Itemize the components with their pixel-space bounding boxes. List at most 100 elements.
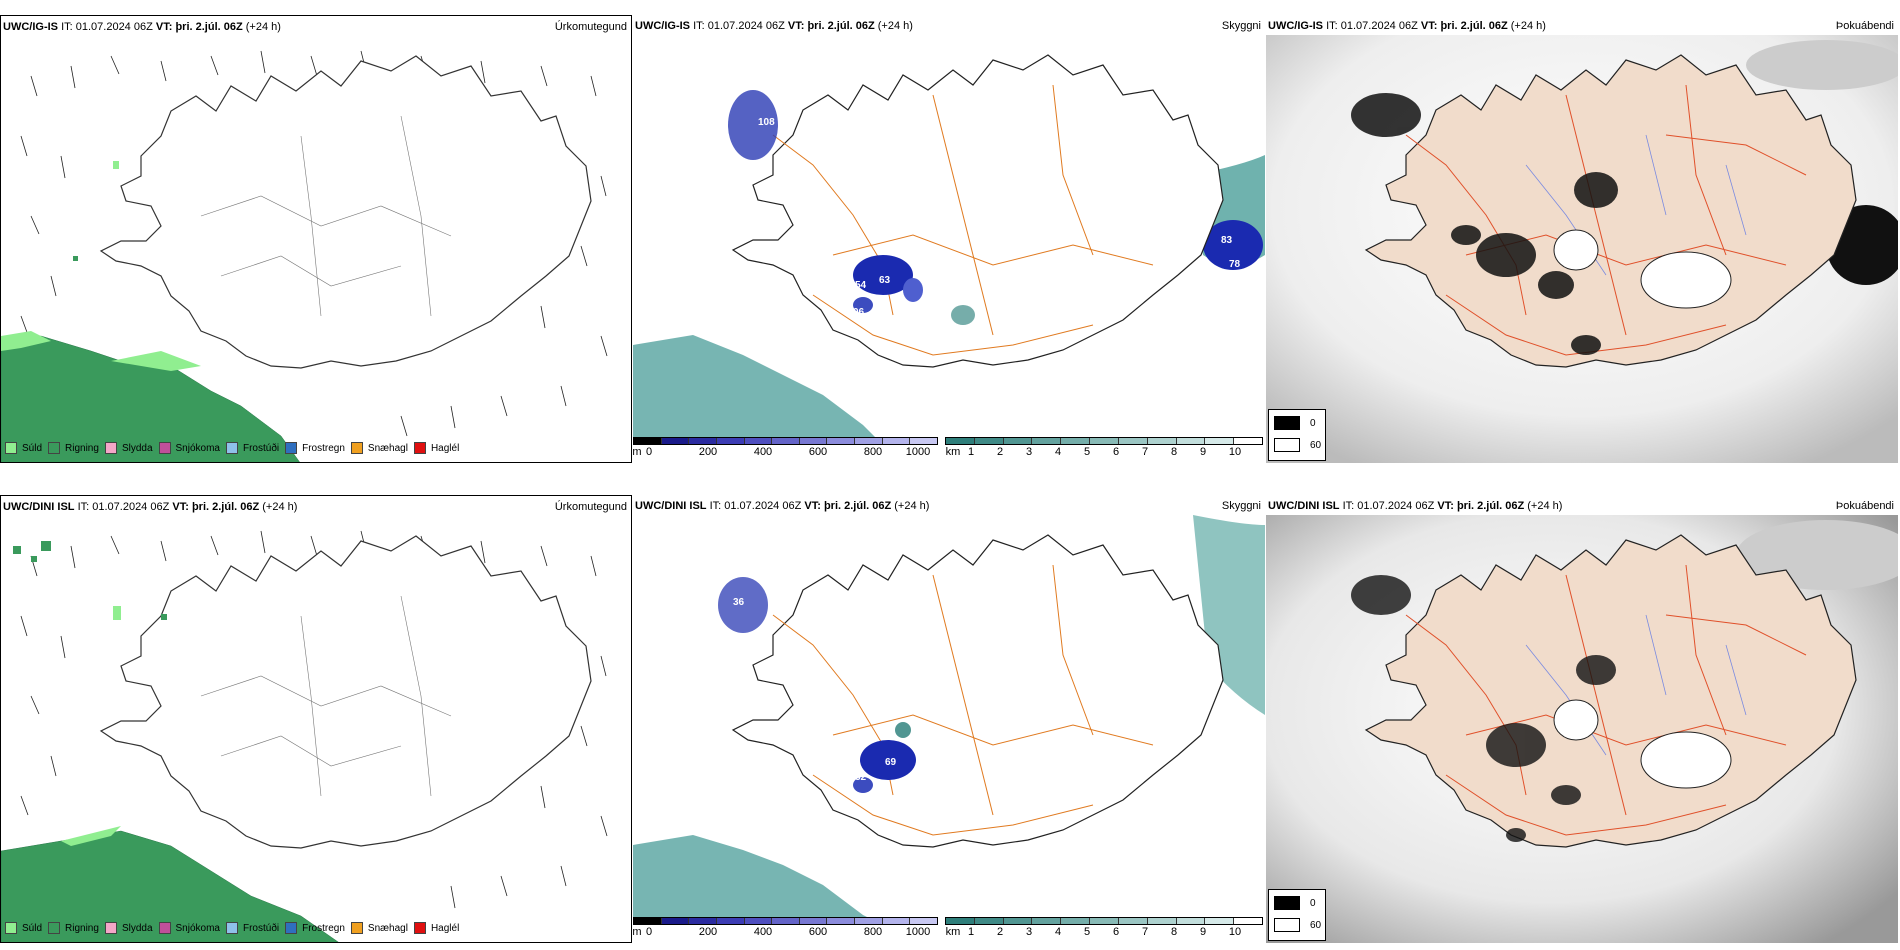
lead-time: (+24 h) <box>1510 20 1546 32</box>
precip-type-map <box>1 530 608 942</box>
legend-swatch <box>5 922 17 934</box>
vt-value: þri. 2.júl. 06Z <box>823 500 892 512</box>
legend-swatch <box>225 922 238 934</box>
vt-value: þri. 2.júl. 06Z <box>1440 20 1508 32</box>
legend-label: Frostregn <box>302 442 345 454</box>
legend-swatch <box>104 442 117 454</box>
it-label: IT: <box>709 500 722 512</box>
colorbar-tick: 10 <box>1228 446 1242 458</box>
model-name: UWC/DINI ISL <box>3 501 75 513</box>
colorbar-strip <box>633 917 938 925</box>
legend-item: Haglél <box>413 922 459 934</box>
legend-swatch <box>413 922 426 934</box>
it-value: 01.07.2024 06Z <box>724 500 802 512</box>
colorbar-tick: 10 <box>1228 926 1242 938</box>
cloud-label: 78 <box>1229 259 1241 270</box>
vt-label: VT: <box>155 21 173 33</box>
lead-time: (+24 h) <box>262 501 298 513</box>
panel-title: Skyggni <box>1221 500 1261 512</box>
colorbar-tick: 400 <box>753 926 773 938</box>
legend-label: Snjókoma <box>175 922 220 934</box>
vt-value: þri. 2.júl. 06Z <box>1456 500 1525 512</box>
fog-legend-value: 0 <box>1310 417 1316 429</box>
panel-row1-precip-type: UWC/IG-IS IT: 01.07.2024 06Z VT: þri. 2.… <box>0 15 632 463</box>
cloudbase-colorbar: m 0 200 400 600 800 1000 <box>633 917 938 939</box>
colorbar-tick: 6 <box>1112 926 1120 938</box>
colorbar-tick: 3 <box>1025 926 1033 938</box>
colorbar-tick: 5 <box>1083 926 1091 938</box>
colorbar-strip <box>633 437 938 445</box>
it-label: IT: <box>1342 500 1355 512</box>
colorbar-tick: 800 <box>863 446 883 458</box>
legend-item: Frostregn <box>285 922 345 934</box>
legend-label: Snæhagl <box>367 922 408 934</box>
cloud-label: 52 <box>855 772 867 783</box>
colorbar-tick: 6 <box>1112 446 1120 458</box>
it-label: IT: <box>61 21 73 33</box>
colorbar-tick: 600 <box>808 926 828 938</box>
panel-title: Þokuábendi <box>1835 500 1894 512</box>
colorbar-tick: 200 <box>698 926 718 938</box>
precip-type-map <box>1 50 608 462</box>
vt-label: VT: <box>172 501 189 513</box>
legend-item: Slydda <box>104 442 153 454</box>
legend-label: Snæhagl <box>367 442 408 454</box>
colorbar-tick: 5 <box>1083 446 1091 458</box>
it-value: 01.07.2024 06Z <box>1340 20 1418 32</box>
visibility-colorbar: km 1 2 3 4 5 6 7 8 9 10 <box>945 917 1263 939</box>
panel-title: Skyggni <box>1221 20 1261 32</box>
cloud-label: 54 <box>855 280 867 291</box>
panel-header: UWC/IG-IS IT: 01.07.2024 06Z VT: þri. 2.… <box>1268 20 1546 32</box>
colorbar-tick: 8 <box>1170 926 1178 938</box>
legend-item: Frostúði <box>225 442 280 454</box>
colorbar-tick: 1000 <box>905 446 931 458</box>
colorbar-tick: 9 <box>1199 446 1207 458</box>
legend-item: Súld <box>5 922 42 934</box>
panel-row2-precip-type: UWC/DINI ISL IT: 01.07.2024 06Z VT: þri.… <box>0 495 632 943</box>
precip-legend: Súld Rigning Slydda Snjókoma Frostúði Fr… <box>5 442 459 454</box>
legend-item: Rigning <box>48 922 99 934</box>
visibility-map: 73 108 63 54 06 78 83 77 09 29 45 <box>633 54 1265 445</box>
it-value: 01.07.2024 06Z <box>707 20 785 32</box>
legend-item: Snæhagl <box>350 442 408 454</box>
legend-swatch <box>225 442 238 454</box>
colorbar-strip <box>945 437 1263 445</box>
model-name: UWC/IG-IS <box>1268 20 1323 32</box>
fog-legend-swatch <box>1274 416 1300 430</box>
colorbar-unit: km <box>945 446 961 458</box>
visibility-colorbar: km 1 2 3 4 5 6 7 8 9 10 <box>945 437 1263 459</box>
cloud-label: 108 <box>758 117 775 128</box>
colorbar-tick: 4 <box>1054 446 1062 458</box>
lead-time: (+24 h) <box>894 500 930 512</box>
legend-label: Frostúði <box>242 442 280 454</box>
lead-time: (+24 h) <box>1527 500 1563 512</box>
cloud-label: 83 <box>1221 235 1233 246</box>
colorbar-tick: 2 <box>996 446 1004 458</box>
cloud-label: 36 <box>733 597 745 608</box>
legend-swatch <box>350 442 363 454</box>
it-label: IT: <box>77 501 90 513</box>
legend-label: Slydda <box>121 922 153 934</box>
cloud-label: 06 <box>853 307 865 318</box>
legend-swatch <box>104 922 117 934</box>
legend-item: Súld <box>5 442 42 454</box>
legend-item: Haglél <box>413 442 459 454</box>
lead-time: (+24 h) <box>877 20 913 32</box>
panel-title: Þokuábendi <box>1835 20 1894 32</box>
colorbar-unit: km <box>945 926 961 938</box>
colorbar-tick: 7 <box>1141 926 1149 938</box>
legend-swatch <box>48 442 61 454</box>
legend-swatch <box>5 442 17 454</box>
panel-row2-visibility: 69 52 40 10 42 36 UWC/DINI ISL IT: 01.07… <box>633 495 1265 943</box>
fog-legend: 0 60 <box>1268 409 1326 461</box>
it-value: 01.07.2024 06Z <box>92 501 170 513</box>
it-value: 01.07.2024 06Z <box>75 21 153 33</box>
colorbar-unit: m <box>633 926 642 938</box>
panel-title: Úrkomutegund <box>554 21 627 33</box>
legend-item: Rigning <box>48 442 99 454</box>
colorbar-tick: 2 <box>996 926 1004 938</box>
cloud-label: 42 <box>689 719 701 730</box>
panel-row2-fog: UWC/DINI ISL IT: 01.07.2024 06Z VT: þri.… <box>1266 495 1898 943</box>
panel-row1-visibility: 73 108 63 54 06 78 83 77 09 29 45 UWC/IG… <box>633 15 1265 463</box>
colorbar-tick: 9 <box>1199 926 1207 938</box>
